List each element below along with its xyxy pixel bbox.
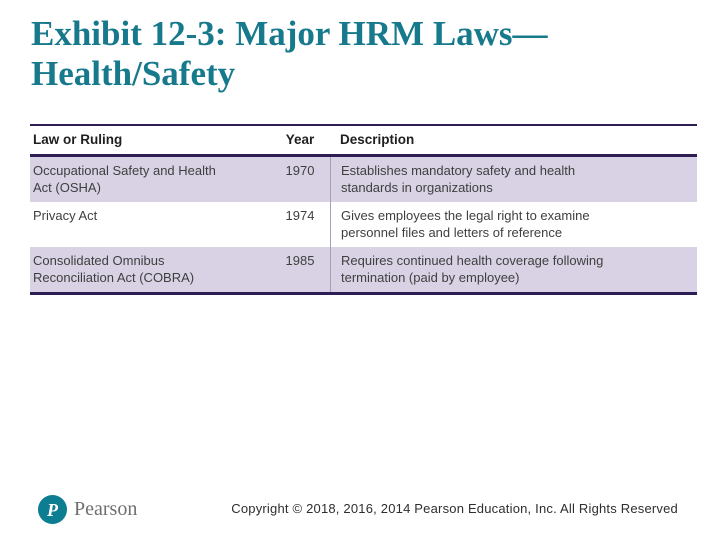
pearson-logo: P Pearson [38, 495, 137, 524]
column-header-law-or-ruling: Law or Ruling [33, 132, 123, 147]
column-header-year: Year [285, 132, 315, 147]
description-cell: Gives employees the legal right to exami… [330, 202, 697, 247]
table-row: Consolidated Omnibus Reconciliation Act … [30, 247, 697, 292]
year-cell: 1974 [285, 208, 315, 223]
page-title-line1: Exhibit 12-3: Major HRM Laws— [31, 14, 548, 53]
pearson-p-icon: P [38, 495, 67, 524]
year-cell: 1970 [285, 163, 315, 178]
hrm-laws-table: Law or Ruling Year Description Occupatio… [30, 124, 697, 295]
table-header-row: Law or Ruling Year Description [30, 126, 697, 157]
svg-text:P: P [46, 500, 59, 520]
column-header-description: Description [340, 132, 415, 147]
page-title-line2: Health/Safety [31, 54, 236, 93]
table-row: Privacy Act 1974 Gives employees the leg… [30, 202, 697, 247]
year-cell: 1985 [285, 253, 315, 268]
table-row: Occupational Safety and Health Act (OSHA… [30, 157, 697, 202]
description-cell: Requires continued health coverage follo… [330, 247, 697, 292]
pearson-wordmark: Pearson [74, 498, 138, 520]
description-cell: Establishes mandatory safety and health … [330, 157, 697, 202]
law-cell: Occupational Safety and Health Act (OSHA… [33, 163, 216, 195]
page-title: Exhibit 12-3: Major HRM Laws— Health/Safe… [31, 14, 691, 94]
law-cell: Consolidated Omnibus Reconciliation Act … [33, 253, 195, 285]
copyright-text: Copyright © 2018, 2016, 2014 Pearson Edu… [231, 501, 678, 516]
law-cell: Privacy Act [33, 208, 98, 223]
